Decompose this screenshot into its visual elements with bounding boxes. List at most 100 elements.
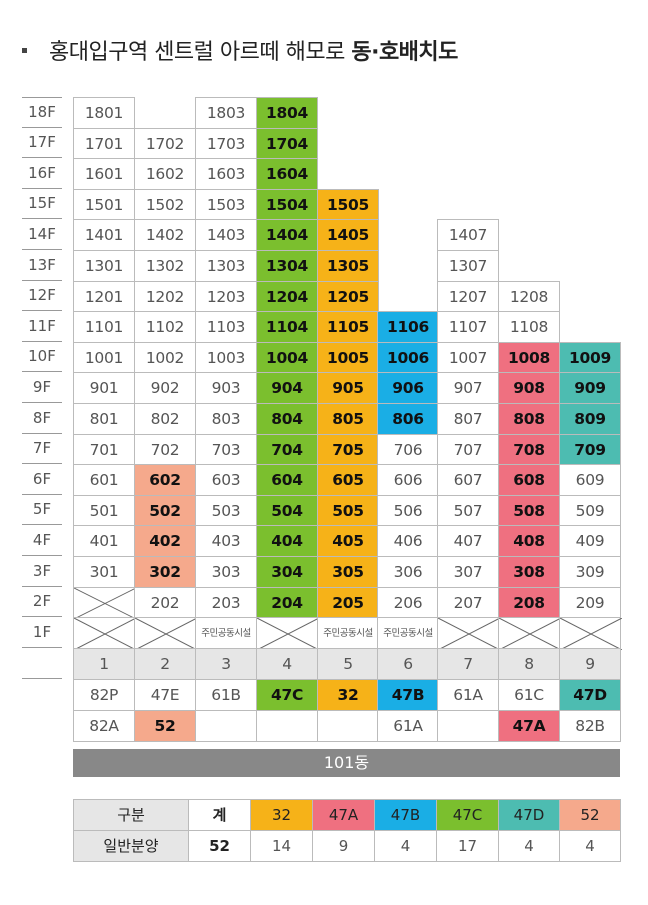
unit-cell: 1305: [317, 250, 379, 282]
unit-cell: 703: [195, 434, 257, 465]
unit-cell: 1804: [256, 97, 318, 129]
unit-cell: 1801: [73, 97, 135, 129]
unit-cell: 509: [559, 495, 621, 526]
floor-label: 3F: [22, 556, 62, 587]
unit-cell: 309: [559, 556, 621, 588]
unit-cell: 1105: [317, 311, 379, 343]
summary-value-cell: 4: [498, 830, 560, 862]
unit-type-cell: 82A: [73, 710, 135, 742]
unit-cell: 301: [73, 556, 135, 588]
summary-value-cell: 일반분양: [73, 830, 189, 862]
title-prefix: 홍대입구역 센트럴 아르떼 해모로: [49, 40, 352, 65]
floor-label: 17F: [22, 128, 62, 158]
unit-cell: 302: [134, 556, 196, 588]
unit-cell: 408: [498, 525, 560, 557]
unit-type-cell: 61A: [377, 710, 439, 742]
floor-label: 16F: [22, 158, 62, 189]
unit-cell: 1203: [195, 281, 257, 312]
floor-label: 6F: [22, 464, 62, 495]
floor-label: 2F: [22, 587, 62, 617]
floor-label: 15F: [22, 189, 62, 219]
unit-cell: 1501: [73, 189, 135, 220]
unit-cell: 1604: [256, 158, 318, 190]
unit-cell: 206: [377, 587, 439, 618]
unit-cell: 401: [73, 525, 135, 557]
no-unit-cell: [73, 587, 136, 619]
bullet-icon: [22, 47, 27, 53]
floor-label: 13F: [22, 250, 62, 281]
line-number-cell: 1: [73, 648, 135, 680]
unit-cell: 907: [437, 372, 499, 404]
unit-cell: 504: [256, 495, 318, 526]
unit-type-cell: 47B: [377, 679, 439, 711]
unit-cell: 705: [317, 434, 379, 465]
unit-cell: 706: [377, 434, 439, 465]
floor-label: 4F: [22, 525, 62, 556]
unit-cell: 1404: [256, 219, 318, 251]
floor-column-top-rule: [22, 97, 62, 98]
unit-cell: 709: [559, 434, 621, 465]
unit-cell: 1002: [134, 342, 196, 373]
summary-header-cell: 계: [188, 799, 251, 831]
unit-type-cell: 47C: [256, 679, 318, 711]
unit-cell: 608: [498, 464, 560, 496]
unit-cell: 1009: [559, 342, 621, 373]
summary-value-cell: 14: [250, 830, 313, 862]
unit-cell: 609: [559, 464, 621, 496]
community-facility-cell: 주민공동시설: [377, 617, 439, 649]
floor-label: 14F: [22, 219, 62, 250]
no-unit-cell: [437, 617, 500, 650]
unit-cell: 1207: [437, 281, 499, 312]
no-unit-cell: [256, 617, 319, 650]
unit-cell: 604: [256, 464, 318, 496]
no-unit-cross-icon: [499, 618, 561, 650]
unit-cell: 1001: [73, 342, 135, 373]
unit-cell: 402: [134, 525, 196, 557]
line-number-cell: 6: [377, 648, 439, 680]
unit-cell: 1205: [317, 281, 379, 312]
summary-value-cell: 4: [374, 830, 437, 862]
unit-type-cell: 32: [317, 679, 379, 711]
unit-cell: 1803: [195, 97, 257, 129]
unit-cell: 403: [195, 525, 257, 557]
floor-label: 18F: [22, 97, 62, 128]
floor-label: 7F: [22, 434, 62, 464]
unit-type-cell: 61C: [498, 679, 560, 711]
unit-cell: 909: [559, 372, 621, 404]
unit-cell: 801: [73, 403, 135, 435]
floor-label: 12F: [22, 281, 62, 311]
unit-cell: 1702: [134, 128, 196, 159]
no-unit-cross-icon: [257, 618, 319, 650]
line-number-cell: 5: [317, 648, 379, 680]
unit-type-cell: 47A: [498, 710, 560, 742]
unit-cell: 303: [195, 556, 257, 588]
unit-cell: 806: [377, 403, 439, 435]
unit-cell: 601: [73, 464, 135, 496]
community-facility-cell: 주민공동시설: [317, 617, 379, 649]
summary-header-cell: 47A: [312, 799, 375, 831]
unit-cell: 605: [317, 464, 379, 496]
no-unit-cell: [498, 617, 561, 650]
line-number-cell: 2: [134, 648, 196, 680]
unit-cell: 1405: [317, 219, 379, 251]
unit-type-cell: 61B: [195, 679, 257, 711]
unit-cell: 407: [437, 525, 499, 557]
floor-label: 11F: [22, 311, 62, 342]
community-facility-cell: 주민공동시설: [195, 617, 257, 649]
no-unit-cross-icon: [74, 618, 136, 650]
unit-cell: 1005: [317, 342, 379, 373]
unit-cell: 1602: [134, 158, 196, 190]
no-unit-cross-icon: [438, 618, 500, 650]
line-number-cell: 3: [195, 648, 257, 680]
unit-cell: 804: [256, 403, 318, 435]
unit-cell: 904: [256, 372, 318, 404]
unit-cell: 1505: [317, 189, 379, 220]
unit-cell: 1101: [73, 311, 135, 343]
unit-cell: 1007: [437, 342, 499, 373]
unit-type-cell: 47E: [134, 679, 196, 711]
unit-type-cell: [437, 710, 499, 742]
unit-cell: 1502: [134, 189, 196, 220]
unit-type-cell: [317, 710, 379, 742]
no-unit-cell: [559, 617, 622, 650]
unit-cell: 503: [195, 495, 257, 526]
